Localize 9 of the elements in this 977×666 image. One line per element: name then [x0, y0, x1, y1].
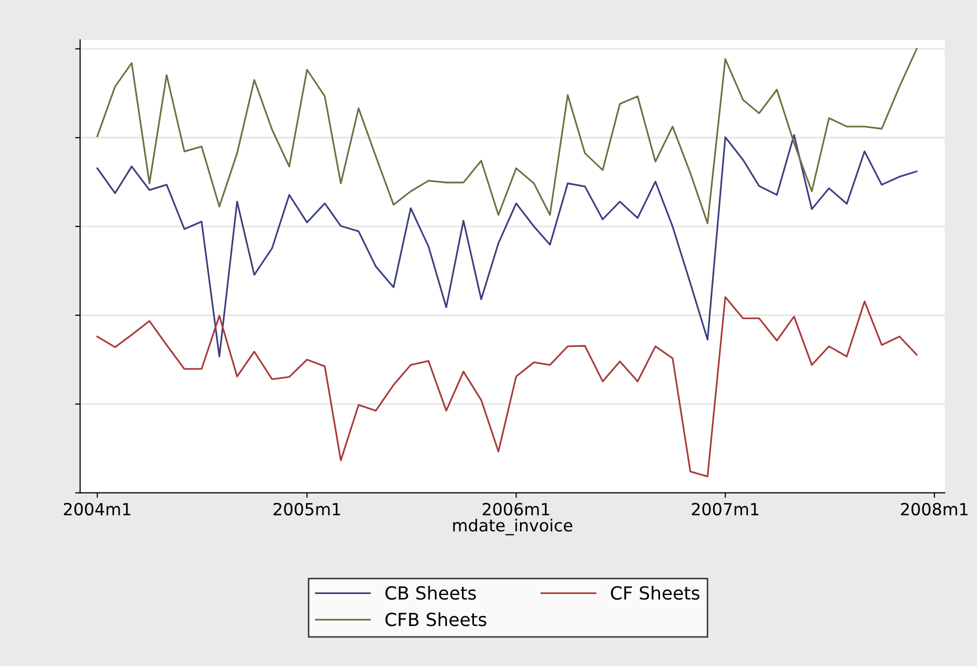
- legend-label: CFB Sheets: [385, 612, 486, 626]
- x-tick-label: 2007m1: [692, 502, 758, 516]
- x-tick-label: 2005m1: [274, 502, 340, 516]
- x-tick-label: 2006m1: [482, 502, 550, 516]
- legend-label: CB Sheets: [385, 586, 476, 600]
- x-tick-label: 2004m1: [64, 502, 130, 516]
- legend-label: CF Sheets: [610, 586, 700, 600]
- x-axis-title: mdate_invoice: [453, 518, 572, 536]
- x-tick-label: 2008m1: [901, 502, 968, 516]
